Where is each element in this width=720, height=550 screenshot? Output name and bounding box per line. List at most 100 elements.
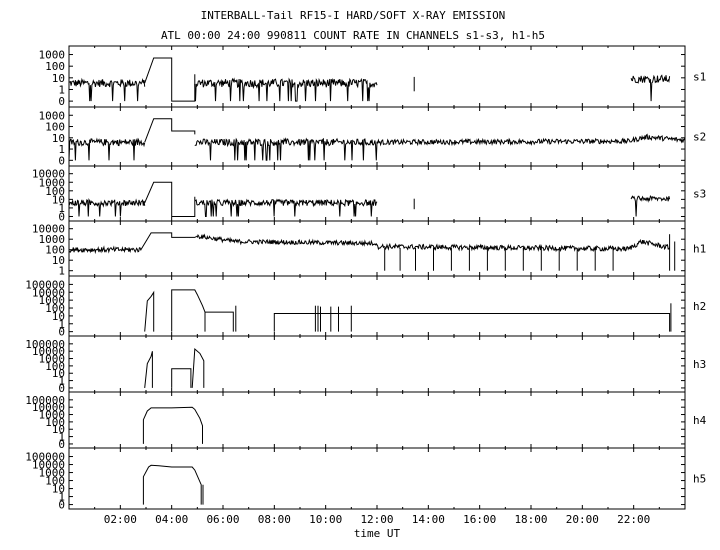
y-tick-label: 100000 [25,338,65,351]
panel-label-h4: h4 [693,414,707,427]
y-tick-label: 1 [58,431,65,444]
series-line-h3 [171,368,192,388]
y-tick-label: 1000 [39,233,66,246]
panel-frame [68,165,686,222]
series-line-h4 [142,406,203,444]
x-tick-label: 18:00 [514,513,547,526]
y-tick-label: 1000 [39,294,66,307]
y-tick-label: 0 [58,154,65,167]
panel-label-s1: s1 [693,71,706,84]
y-tick-label: 10 [52,423,65,436]
series-line-h2 [144,290,155,332]
x-tick-label: 08:00 [258,513,291,526]
x-tick-label: 22:00 [617,513,650,526]
y-tick-label: 100 [45,360,65,373]
x-tick-label: 16:00 [463,513,496,526]
x-axis-label: time UT [354,527,401,540]
panel-label-s3: s3 [693,188,706,201]
series-line-h2 [273,313,671,332]
y-tick-label: 100 [45,244,65,257]
y-tick-label: 1 [58,83,65,96]
y-tick-label: 100 [45,121,65,134]
y-tick-label: 1 [58,143,65,156]
chart-subtitle: ATL 00:00 24:00 990811 COUNT RATE IN CHA… [161,29,545,42]
x-tick-label: 12:00 [360,513,393,526]
series-line-h1 [376,238,671,253]
panel-label-s2: s2 [693,131,706,144]
panel-label-h2: h2 [693,300,706,313]
y-tick-label: 0 [58,210,65,223]
panel-frame [68,106,686,167]
y-tick-label: 1000 [39,176,66,189]
panel-frame [68,275,686,337]
y-tick-label: 10 [52,367,65,380]
series-line-s3 [144,181,196,217]
y-tick-label: 10000 [32,223,65,236]
y-tick-label: 0 [58,326,65,339]
series-line-h1 [140,232,198,250]
series-line-h3 [191,347,205,388]
y-tick-label: 1000 [39,49,66,62]
y-tick-label: 0 [58,95,65,108]
y-tick-label: 1000 [39,409,66,422]
y-tick-label: 1000 [39,109,66,122]
y-tick-label: 10 [52,310,65,323]
y-tick-label: 100 [45,60,65,73]
series-line-s3 [630,195,671,217]
y-tick-label: 1000 [39,467,66,480]
panel-label-h3: h3 [693,358,706,371]
y-tick-label: 10 [52,483,65,496]
x-axis-ticks: 02:00 04:00 06:00 08:00 10:00 12:00 14:00 16:00… [104,513,650,526]
y-tick-label: 0 [58,382,65,395]
y-tick-label: 0 [58,499,65,512]
y-tick-label: 100 [45,302,65,315]
y-tick-label: 1 [58,318,65,331]
series-line-s1 [630,74,671,102]
y-tick-label: 10000 [32,459,65,472]
y-tick-label: 100 [45,416,65,429]
y-tick-label: 1000 [39,353,66,366]
panel-group: 10001001010s110001001010s210000100010010… [25,45,707,512]
series-line-s1 [194,77,378,102]
series-line-s2 [376,133,686,147]
y-tick-label: 10000 [32,286,65,299]
y-tick-label: 10 [52,254,65,267]
y-tick-label: 1 [58,202,65,215]
series-line-s1 [144,57,196,102]
series-line-s2 [194,137,378,161]
series-line-h2 [171,289,206,332]
panel-frame [68,335,686,393]
y-tick-label: 1 [58,491,65,504]
x-tick-label: 20:00 [566,513,599,526]
panel-frame [68,447,686,510]
y-tick-label: 100000 [25,451,65,464]
x-tick-label: 10:00 [309,513,342,526]
y-tick-label: 100000 [25,394,65,407]
panel-label-h1: h1 [693,243,706,256]
panel-label-h5: h5 [693,473,706,486]
series-line-s2 [68,137,146,161]
series-line-s3 [194,198,378,217]
y-tick-label: 10000 [32,345,65,358]
y-tick-label: 0 [58,438,65,451]
panel-frame [68,220,686,277]
y-tick-label: 10000 [32,168,65,181]
series-line-h5 [142,464,202,505]
y-tick-label: 100 [45,475,65,488]
x-tick-label: 14:00 [412,513,445,526]
x-tick-label: 04:00 [155,513,188,526]
series-line-s1 [68,77,146,102]
chart-title: INTERBALL-Tail RF15-I HARD/SOFT X-RAY EM… [201,9,506,22]
series-line-h1 [196,233,378,247]
y-tick-label: 1 [58,375,65,388]
y-tick-label: 10000 [32,401,65,414]
x-tick-label: 02:00 [104,513,137,526]
series-line-h3 [144,351,153,388]
series-line-s2 [144,118,196,143]
